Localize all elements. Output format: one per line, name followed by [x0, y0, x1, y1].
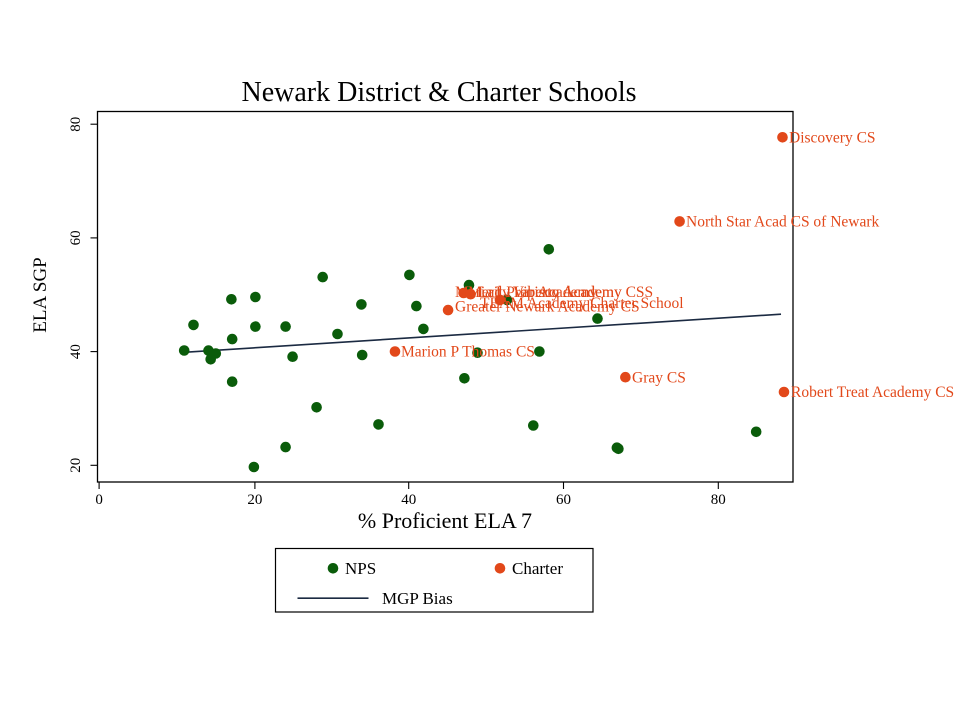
- svg-text:80: 80: [711, 492, 726, 508]
- svg-text:0: 0: [95, 492, 103, 508]
- svg-text:Robert Treat Academy CS: Robert Treat Academy CS: [791, 384, 954, 401]
- svg-text:Discovery CS: Discovery CS: [789, 130, 876, 147]
- svg-text:80: 80: [68, 117, 84, 132]
- svg-text:40: 40: [401, 492, 416, 508]
- svg-text:20: 20: [68, 458, 84, 473]
- svg-text:North Star Acad CS of Newark: North Star Acad CS of Newark: [686, 214, 880, 231]
- svg-text:ELA SGP: ELA SGP: [30, 257, 51, 333]
- svg-text:Newark District & Charter Scho: Newark District & Charter Schools: [241, 77, 636, 108]
- svg-text:Charter: Charter: [512, 559, 563, 578]
- svg-text:Gray CS: Gray CS: [632, 370, 686, 387]
- svg-text:60: 60: [68, 230, 84, 245]
- svg-text:Greater Newark Academy CS: Greater Newark Academy CS: [455, 299, 640, 316]
- svg-text:NPS: NPS: [345, 559, 376, 578]
- svg-text:20: 20: [247, 492, 262, 508]
- svg-text:Marion P Thomas CS: Marion P Thomas CS: [401, 344, 535, 361]
- svg-text:MGP Bias: MGP Bias: [382, 589, 453, 608]
- svg-text:% Proficient ELA 7: % Proficient ELA 7: [358, 508, 532, 533]
- svg-text:40: 40: [68, 344, 84, 359]
- svg-text:60: 60: [556, 492, 571, 508]
